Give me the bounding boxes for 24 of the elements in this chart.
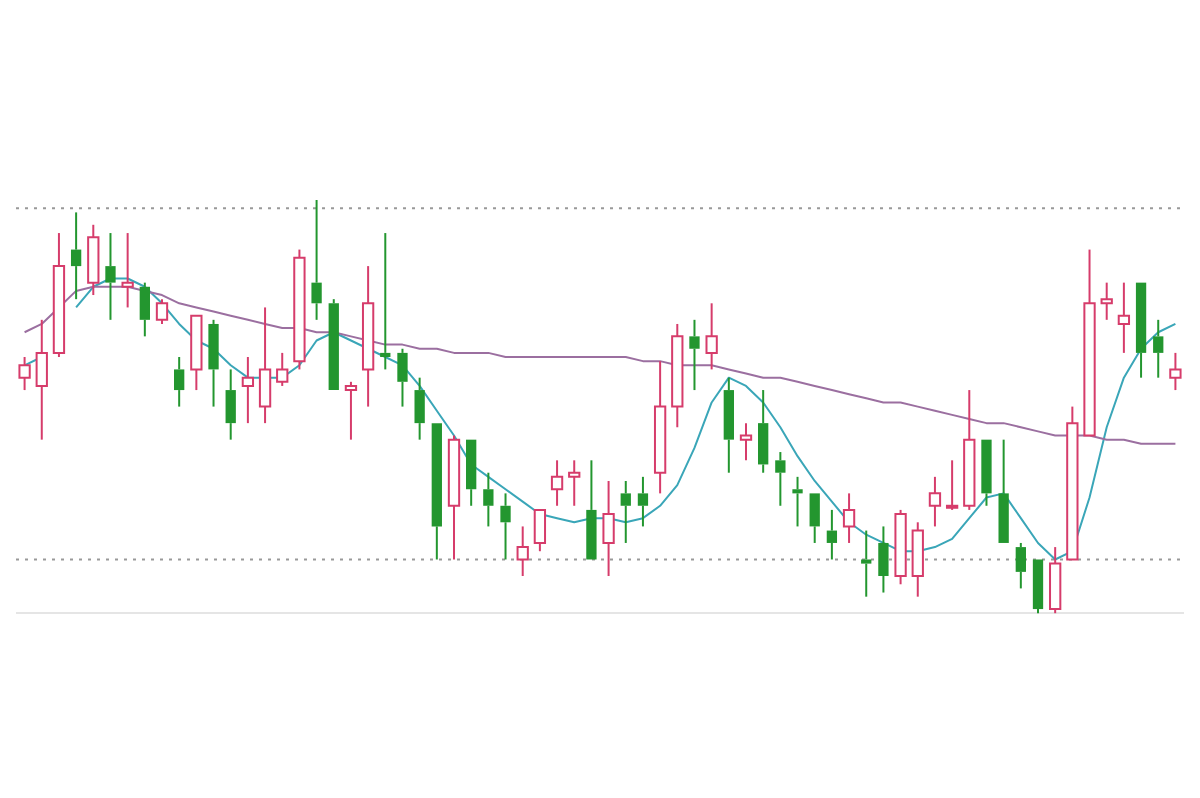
candlestick — [758, 389, 769, 474]
candlestick — [483, 471, 494, 528]
candlestick — [174, 356, 185, 408]
candlestick — [620, 479, 631, 544]
candlestick — [792, 475, 803, 528]
candlestick — [775, 451, 786, 507]
candlestick — [723, 376, 734, 474]
candlestick — [208, 318, 219, 408]
candlestick — [1153, 318, 1164, 379]
candlestick — [70, 211, 82, 301]
candlestick — [861, 529, 872, 598]
candlestick — [637, 475, 649, 528]
candlestick — [225, 368, 236, 441]
candlestick — [311, 199, 322, 321]
candlestick — [878, 525, 889, 594]
candlestick — [500, 492, 511, 561]
candlestick — [826, 508, 838, 561]
candlestick — [414, 376, 425, 441]
candlestick — [380, 232, 391, 371]
candlestick — [139, 281, 150, 338]
candlestick — [689, 318, 700, 392]
candlestick — [1015, 541, 1026, 590]
candlestick — [397, 347, 408, 408]
candlestick — [105, 232, 116, 321]
